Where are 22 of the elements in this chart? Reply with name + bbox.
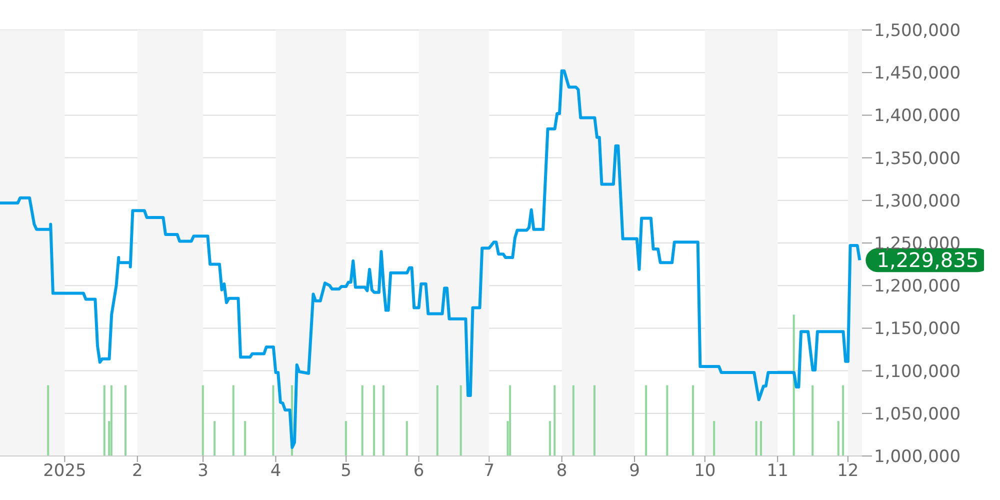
x-tick-label: 4	[270, 461, 282, 482]
y-tick-label: 1,400,000	[874, 106, 961, 126]
x-tick-label: 11	[766, 461, 788, 482]
x-tick-label: 7	[484, 461, 495, 482]
y-tick-label: 1,150,000	[874, 319, 961, 340]
x-tick-label: 2025	[43, 461, 86, 482]
y-tick-label: 1,350,000	[874, 148, 961, 169]
y-tick-label: 1,300,000	[874, 191, 961, 212]
x-tick-label: 8	[556, 461, 568, 482]
y-tick-label: 1,200,000	[874, 276, 961, 297]
x-tick-label: 2	[132, 461, 143, 482]
x-tick-label: 5	[340, 461, 352, 482]
x-tick-label: 3	[198, 461, 208, 482]
y-tick-label: 1,100,000	[874, 362, 961, 382]
y-tick-label: 1,000,000	[874, 447, 961, 468]
y-tick-label: 1,450,000	[874, 64, 961, 84]
x-tick-label: 12	[837, 461, 859, 482]
x-tick-label: 9	[629, 461, 640, 482]
y-tick-label: 1,050,000	[874, 404, 961, 424]
x-tick-label: 6	[413, 461, 424, 482]
y-tick-label: 1,500,000	[874, 21, 961, 42]
x-tick-label: 10	[694, 461, 716, 482]
